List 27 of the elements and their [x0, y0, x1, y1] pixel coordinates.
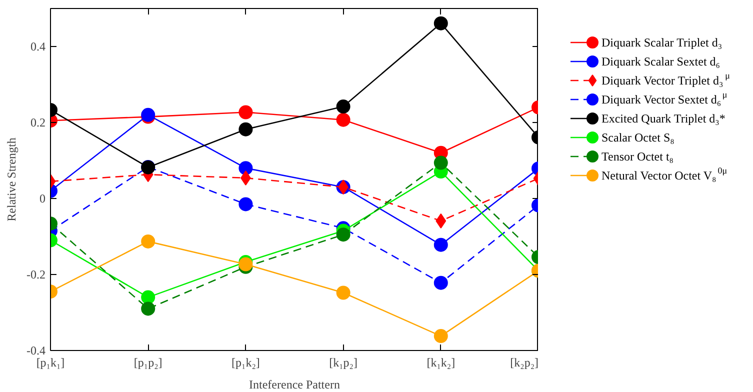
- y-axis-title: Relative Strength: [4, 138, 19, 222]
- x-tick-label: [p₁k₁]: [36, 356, 65, 370]
- point: [336, 286, 350, 300]
- legend-label: Excited Quark Triplet d₃*: [602, 112, 726, 126]
- x-tick-label: [p₁p₂]: [134, 356, 162, 370]
- legend-label: Diquark Scalar Triplet d₃: [602, 36, 722, 50]
- x-tick-label: [p₁k₂]: [232, 356, 260, 370]
- y-tick-label: -0.2: [26, 268, 46, 282]
- x-axis-title: Inteference Pattern: [249, 378, 340, 392]
- point: [336, 100, 350, 114]
- point: [238, 122, 253, 136]
- x-tick-label: [k₁p₂]: [329, 356, 358, 370]
- legend-label: Scalar Octet S₈: [602, 130, 674, 144]
- y-tick-label: 0: [40, 192, 46, 206]
- y-tick-label: 0.2: [30, 116, 46, 130]
- x-tick-label: [k₁k₂]: [426, 356, 456, 370]
- y-tick-label: 0.4: [30, 40, 46, 54]
- point: [238, 257, 253, 272]
- point: [238, 105, 253, 120]
- x-tick-label: [k₂p₂]: [510, 356, 539, 370]
- point: [238, 197, 253, 212]
- point: [238, 161, 253, 176]
- legend-label: Tensor Octet t₈: [602, 150, 674, 164]
- point: [336, 112, 350, 127]
- legend-label: Diquark Scalar Sextet d₆: [602, 54, 720, 68]
- point: [336, 228, 350, 242]
- y-tick-label: -0.4: [26, 344, 46, 358]
